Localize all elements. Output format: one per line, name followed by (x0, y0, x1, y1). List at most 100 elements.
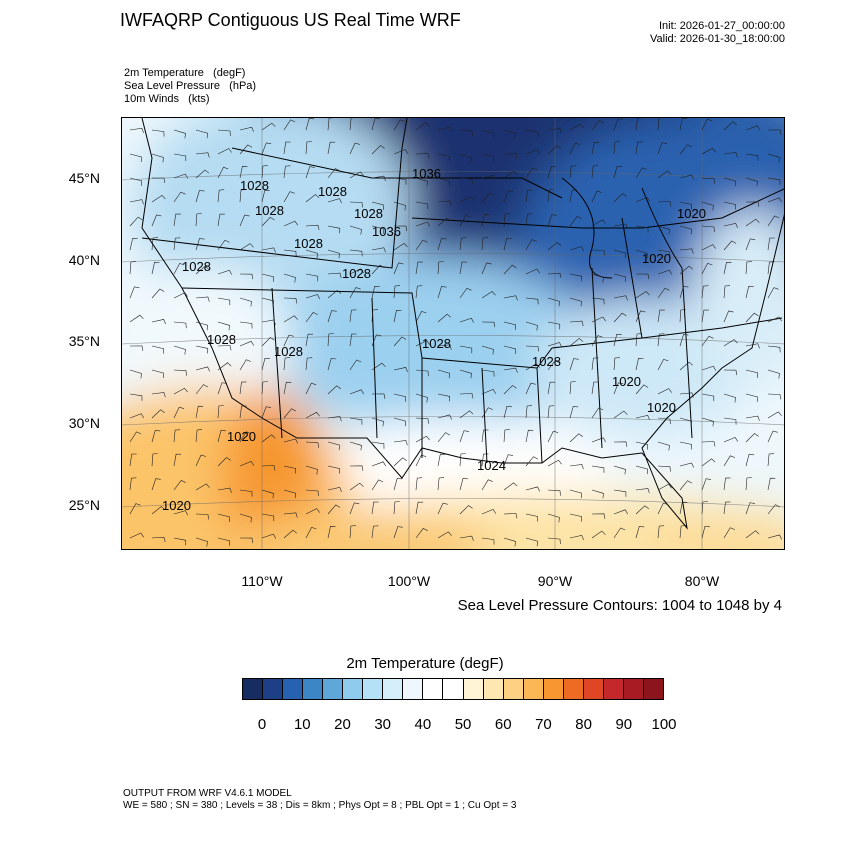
wind-barb (745, 261, 752, 275)
wind-barb (767, 504, 781, 515)
wind-barb (723, 393, 736, 403)
wind-barb (239, 381, 247, 395)
wind-barb (195, 537, 208, 547)
wind-barb (349, 465, 364, 471)
wind-barb (195, 321, 208, 331)
wind-barb (459, 261, 467, 275)
wind-barb (327, 385, 341, 395)
wind-barb (217, 430, 227, 443)
wind-barb (723, 201, 737, 210)
wind-barb (525, 297, 539, 305)
wind-barb (701, 441, 716, 447)
wind-barb (767, 316, 782, 323)
wind-barb (635, 384, 649, 395)
wind-barb (657, 483, 672, 491)
lon-label-90w: 90°W (537, 573, 573, 589)
wind-barb (591, 165, 599, 179)
wind-barb (679, 144, 693, 155)
colorbar-swatch (583, 679, 604, 699)
wind-barb (195, 345, 209, 354)
wind-barb (151, 214, 162, 227)
wind-barb (767, 261, 775, 275)
wind-barb (657, 359, 669, 371)
wind-barb (129, 532, 144, 539)
wind-barb (591, 316, 606, 323)
wind-barb (635, 118, 643, 131)
wind-barb (261, 189, 270, 203)
slp-contour-label: 1028 (354, 206, 383, 221)
wind-barb (173, 263, 185, 275)
wind-barb (415, 221, 431, 227)
wind-barb (569, 489, 582, 499)
wind-barb (591, 381, 599, 395)
wind-barb (371, 501, 379, 515)
wind-barb (437, 286, 447, 299)
wind-barb (657, 249, 671, 257)
wind-barb (151, 392, 166, 398)
wind-barb (173, 387, 188, 395)
wind-barb (547, 272, 562, 279)
wind-barb (657, 118, 662, 131)
wind-barb (503, 482, 518, 491)
wind-barb (349, 118, 355, 131)
colorbar-swatch (503, 679, 524, 699)
wind-barb (261, 358, 270, 371)
wind-barb (151, 319, 166, 325)
wind-barb (569, 464, 584, 470)
wind-barb (613, 141, 620, 155)
colorbar-label: 60 (494, 716, 512, 733)
wind-barb (481, 509, 497, 515)
wind-barb (591, 335, 603, 347)
wind-barb (503, 264, 517, 275)
colorbar (242, 678, 664, 700)
wind-barb (327, 272, 342, 279)
wind-barb (679, 174, 694, 180)
wind-barb (393, 440, 408, 446)
wind-barb (327, 198, 342, 204)
wind-barb (305, 527, 317, 539)
wind-barb (745, 218, 760, 227)
wind-barb (261, 319, 276, 325)
wind-barb (371, 441, 385, 449)
wind-barb (547, 381, 556, 395)
wind-barb (767, 215, 780, 227)
wind-barb (415, 340, 430, 347)
wind-barb (481, 479, 494, 491)
wind-barb (635, 167, 648, 179)
wind-barb (173, 237, 181, 251)
slp-contour-label: 1020 (227, 429, 256, 444)
wind-barb (239, 461, 255, 467)
wind-barb (305, 194, 320, 203)
wind-barb (547, 145, 561, 155)
wind-barb (349, 287, 361, 299)
wind-barb (129, 199, 144, 205)
lat-label-30: 30°N (68, 415, 100, 431)
wind-barb (569, 216, 582, 227)
wind-barb (217, 405, 224, 419)
colorbar-label: 40 (414, 716, 432, 733)
wind-barb (349, 525, 356, 539)
wind-barb (679, 480, 693, 491)
wind-barb (481, 453, 489, 467)
wind-barb (481, 262, 492, 275)
wind-barb (349, 225, 362, 235)
wind-barb (173, 321, 187, 329)
wind-barb (327, 333, 334, 347)
wind-barb (481, 537, 495, 545)
wind-barb (613, 223, 628, 229)
colorbar-label: 20 (334, 716, 351, 733)
wind-barb (569, 142, 581, 155)
wind-barb (723, 339, 738, 347)
lon-label-100w: 100°W (387, 573, 431, 589)
wind-barb (459, 177, 473, 185)
wind-barb (151, 409, 165, 419)
wind-barb (261, 489, 274, 499)
wind-barb (591, 120, 605, 131)
wind-barb (767, 453, 775, 467)
wind-barb (393, 367, 408, 373)
colorbar-title: 2m Temperature (degF) (346, 655, 504, 672)
wind-barb (767, 345, 781, 353)
wind-barb (701, 501, 708, 515)
wind-barb (283, 529, 298, 539)
wind-barb (129, 314, 144, 323)
